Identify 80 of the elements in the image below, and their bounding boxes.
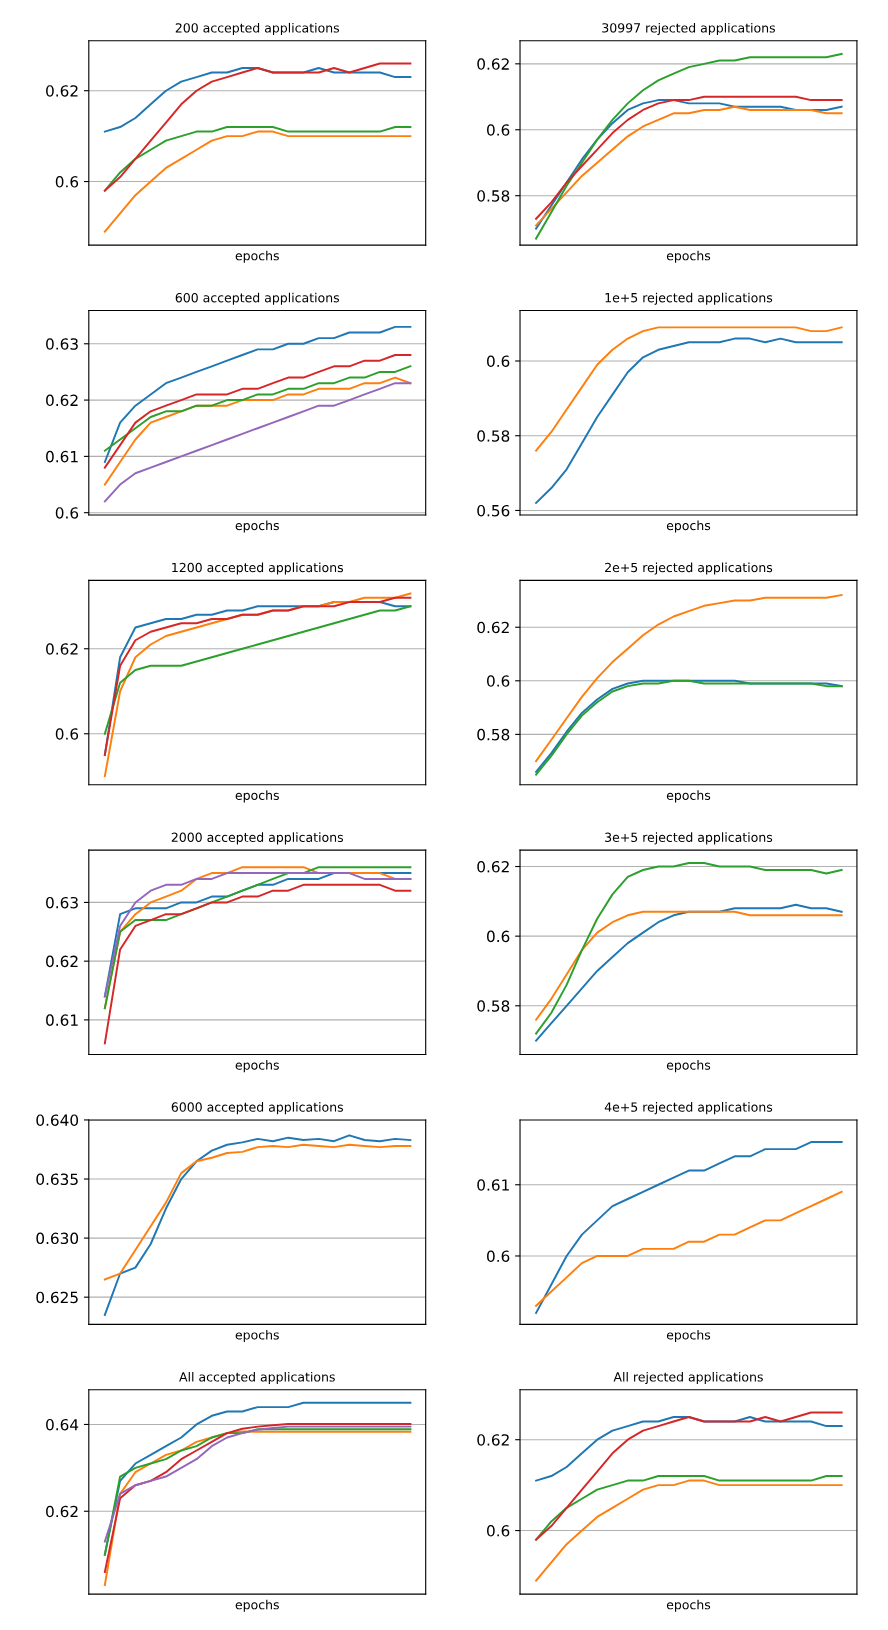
chart-title: 4e+5 rejected applications [604,1102,773,1115]
line-series [103,1134,412,1316]
y-tick-label: 0.630 [36,1232,79,1245]
y-tick-label: 0.58 [477,190,510,202]
y-tick-label: 0.61 [477,1179,509,1191]
line-series [535,910,843,1021]
y-tick-label: 0.62 [477,1434,509,1446]
line-series [103,376,412,486]
y-tick-label: 0.62 [46,394,78,407]
line-series [535,1411,843,1541]
x-axis-title: epochs [666,520,711,533]
line-series [103,130,412,233]
y-tick-label: 0.58 [477,430,510,442]
x-axis-title: epochs [235,1060,279,1073]
y-tick-label: 0.6 [55,728,79,740]
line-series [103,605,412,735]
line-series [535,337,843,504]
chart-title: 600 accepted applications [175,292,340,305]
line-series [535,1190,843,1307]
y-tick-label: 0.640 [36,1114,79,1126]
y-tick-label: 0.625 [36,1291,78,1304]
chart-title: 2000 accepted applications [171,832,344,845]
chart-title: 2e+5 rejected applications [605,562,773,575]
y-tick-label: 0.6 [487,930,510,943]
y-tick-label: 0.6 [487,675,510,687]
line-series [103,62,412,192]
y-tick-label: 0.61 [46,450,78,463]
chart-title: 1200 accepted applications [172,562,344,575]
y-tick-label: 0.62 [46,85,78,97]
y-tick-label: 0.635 [36,1173,78,1186]
y-tick-label: 0.6 [55,507,79,519]
y-tick-label: 0.64 [46,1418,79,1431]
line-series [103,365,412,452]
x-axis-title: epochs [666,250,711,263]
x-axis-title: epochs [235,1329,279,1342]
x-axis-title: epochs [235,250,279,263]
y-tick-label: 0.6 [487,1250,510,1262]
x-axis-title: epochs [666,1599,711,1612]
y-tick-label: 0.56 [477,504,510,517]
y-tick-label: 0.58 [477,1000,510,1012]
line-series [535,52,843,240]
line-series [103,883,412,1045]
chart-title: 1e+5 rejected applications [605,292,773,305]
y-tick-label: 0.62 [477,621,509,634]
x-axis-title: epochs [235,520,279,533]
line-series [535,326,843,452]
y-tick-label: 0.6 [487,1525,510,1537]
line-series [103,126,412,192]
y-tick-label: 0.6 [487,124,510,136]
line-series [535,1479,843,1582]
y-tick-label: 0.62 [46,955,78,968]
line-series [103,1143,412,1281]
y-tick-label: 0.62 [46,1505,78,1518]
chart-title: 30997 rejected applications [602,22,775,36]
y-tick-label: 0.6 [55,176,79,188]
x-axis-title: epochs [235,1599,279,1612]
chart-title: 3e+5 rejected applications [605,832,773,845]
line-series [103,382,412,503]
line-series [103,325,412,463]
x-axis-title: epochs [666,790,711,803]
line-series [103,354,412,469]
y-tick-label: 0.6 [487,355,510,368]
y-tick-label: 0.61 [46,1014,78,1026]
x-axis-title: epochs [666,1329,711,1342]
line-series [535,594,843,763]
y-tick-label: 0.63 [46,896,78,909]
chart-title: 6000 accepted applications [171,1102,344,1115]
y-tick-label: 0.62 [46,643,78,655]
y-tick-label: 0.62 [477,860,509,873]
line-series [535,862,843,1035]
chart-title: 200 accepted applications [175,22,340,36]
y-tick-label: 0.58 [477,728,510,741]
x-axis-title: epochs [235,790,279,803]
y-tick-label: 0.62 [477,58,509,70]
chart-title: All rejected applications [613,1371,763,1385]
x-axis-title: epochs [666,1060,711,1073]
y-tick-label: 0.63 [46,338,78,350]
line-series [535,903,843,1042]
line-series [535,1141,843,1314]
chart-title: All accepted applications [179,1371,335,1385]
